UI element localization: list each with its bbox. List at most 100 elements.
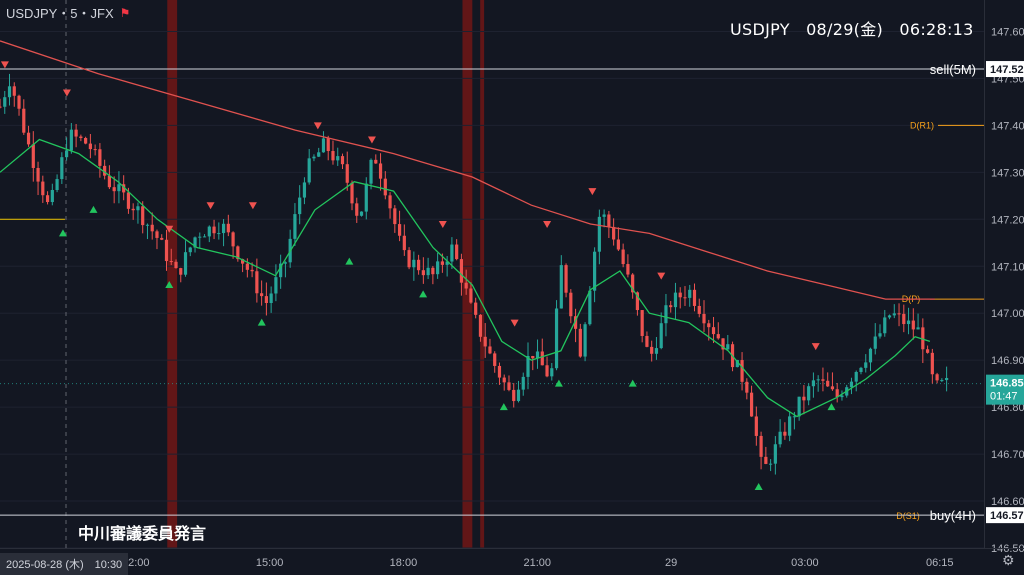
candle-body [308, 158, 311, 182]
price-tick-label: 147.40 [991, 120, 1024, 132]
candle-body [170, 261, 173, 262]
candle-body [650, 347, 653, 354]
candle-body [136, 206, 139, 210]
candle-body [407, 250, 410, 267]
time-tick-label: 21:00 [523, 557, 551, 569]
candle-body [208, 227, 211, 237]
time-tick-label: 29 [665, 557, 677, 569]
sell-signal-marker [439, 221, 447, 228]
candle-body [322, 138, 325, 152]
candle-body [331, 151, 334, 160]
candle-body [303, 182, 306, 197]
candle-body [769, 464, 772, 465]
current-price-label: 146.85 [990, 378, 1024, 390]
candle-body [916, 327, 919, 329]
candle-body [564, 265, 567, 293]
candle-body [864, 362, 867, 367]
candle-body [189, 248, 192, 253]
candle-body [945, 378, 948, 380]
candle-body [417, 260, 420, 270]
candle-body [388, 195, 391, 208]
candle-body [802, 397, 805, 401]
candle-body [783, 432, 786, 436]
candle-body [484, 337, 487, 347]
candle-body [3, 97, 6, 107]
price-axis[interactable]: 147.60147.50147.40147.30147.20147.10147.… [985, 0, 1024, 555]
candle-body [260, 293, 263, 296]
candle-body [350, 183, 353, 204]
candle-body [707, 323, 710, 327]
candle-body [346, 164, 349, 183]
candle-body [155, 231, 158, 238]
candle-body [669, 305, 672, 307]
candle-body [522, 377, 525, 390]
price-tick-label: 146.60 [991, 496, 1024, 508]
sell-signal-marker [1, 61, 9, 68]
candle-body [488, 346, 491, 353]
candle-body [22, 109, 25, 133]
candle-body [912, 321, 915, 330]
candle-body [755, 416, 758, 435]
candle-body [55, 179, 58, 190]
candle-body [70, 130, 73, 151]
candle-body [274, 277, 277, 293]
candle-body [479, 315, 482, 337]
candle-body [940, 380, 943, 381]
candle-body [422, 270, 425, 275]
candle-body [60, 157, 63, 179]
gear-icon[interactable]: ⚙ [1002, 552, 1015, 569]
candle-body [293, 214, 296, 239]
price-tick-label: 147.00 [991, 308, 1024, 320]
candle-body [907, 321, 910, 324]
candle-body [469, 288, 472, 302]
candle-body [98, 149, 101, 166]
time-tick-label: 18:00 [390, 557, 418, 569]
candle-body [212, 227, 215, 234]
candle-body [702, 314, 705, 323]
candle-body [693, 290, 696, 306]
candle-body [807, 386, 810, 400]
level-label-D(S1): D(S1) [896, 511, 920, 521]
candle-body [598, 217, 601, 252]
candle-body [774, 444, 777, 463]
sell-signal-marker [511, 320, 519, 327]
candle-body [641, 310, 644, 336]
symbol-header[interactable]: USDJPY・5・JFX ⚑ [6, 3, 130, 22]
candle-body [184, 252, 187, 275]
level-price-tag-label: 146.57 [990, 510, 1024, 522]
candle-body [113, 187, 116, 191]
buy-signal-marker [258, 319, 266, 326]
candle-body [179, 268, 182, 275]
candle-body [393, 208, 396, 224]
candle-body [655, 348, 658, 354]
candle-body [874, 337, 877, 349]
candle-body [679, 293, 682, 298]
candle-body [855, 372, 858, 382]
red-flag-icon[interactable]: ⚑ [120, 6, 131, 20]
candle-body [545, 365, 548, 376]
time-tick-label: 15:00 [256, 557, 284, 569]
candle-body [821, 379, 824, 380]
candle-body [688, 290, 691, 298]
candle-body [132, 209, 135, 210]
candle-body [51, 190, 54, 202]
level-label-buy(4H): buy(4H) [930, 508, 976, 523]
candle-body [8, 86, 11, 97]
candle-body [931, 353, 934, 374]
candle-body [0, 107, 2, 108]
symbol-clock: USDJPY 08/29(金) 06:28:13 [730, 16, 974, 40]
symbol-label: USDJPY・5・JFX [6, 3, 114, 22]
candle-body [517, 390, 520, 401]
candle-body [222, 224, 225, 233]
level-price-tag-label: 147.52 [990, 64, 1024, 76]
candle-body [607, 214, 610, 226]
price-tick-label: 147.10 [991, 261, 1024, 273]
candle-body [888, 315, 891, 317]
candle-body [265, 296, 268, 303]
sell-signal-marker [543, 221, 551, 228]
candle-body [555, 308, 558, 368]
sell-signal-marker [314, 122, 322, 129]
